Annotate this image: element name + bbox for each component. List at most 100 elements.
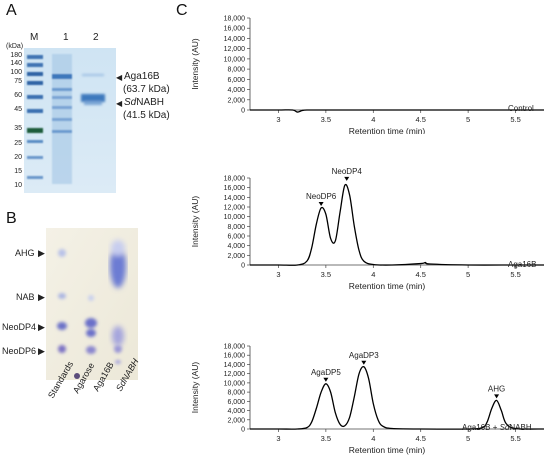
condition-label-aga16b-sdnabh: Aga16B + SdNABH <box>462 423 532 432</box>
panel-c-letter: C <box>176 2 188 19</box>
x-tick-label: 5.5 <box>510 434 520 443</box>
x-tick-label: 3 <box>276 434 280 443</box>
condition-label-control: Control <box>508 104 534 113</box>
x-tick-label: 3.5 <box>321 115 331 124</box>
peak-marker <box>344 176 350 181</box>
y-tick-label: 0 <box>241 108 245 115</box>
y-tick-label: 12,000 <box>224 46 246 53</box>
band-label-aga16b: Aga16B <box>124 71 160 82</box>
peak-label: AgaDP3 <box>349 351 379 360</box>
ladder-label: 45 <box>14 106 22 113</box>
y-tick-label: 0 <box>241 263 245 270</box>
y-tick-label: 0 <box>241 427 245 434</box>
row-label-nab: NAB <box>16 292 35 302</box>
x-tick-label: 4.5 <box>415 115 425 124</box>
ladder-label: 100 <box>10 69 22 76</box>
peak-label: AgaDP5 <box>311 368 341 377</box>
peak-marker <box>494 394 500 399</box>
band-size-aga16b: (63.7 kDa) <box>123 84 170 95</box>
y-tick-label: 14,000 <box>224 195 246 202</box>
band-label-sdnabh: SdNABH <box>124 97 165 108</box>
ladder-label: 140 <box>10 60 22 67</box>
x-tick-label: 3.5 <box>321 270 331 279</box>
band-arrow-aga16b: ◀ <box>116 73 123 82</box>
peak-marker <box>318 201 324 206</box>
ladder-label: 15 <box>14 168 22 175</box>
y-tick-label: 4,000 <box>227 408 245 415</box>
row-arrow-neodp4: ▶ <box>38 322 45 332</box>
row-label-neodp6: NeoDP6 <box>2 346 37 356</box>
y-axis-label: Intensity (AU) <box>190 38 200 90</box>
y-tick-label: 14,000 <box>224 36 246 43</box>
x-tick-label: 5.5 <box>510 115 520 124</box>
ladder-label: 35 <box>14 125 22 132</box>
y-tick-label: 16,000 <box>224 185 246 192</box>
x-tick-label: 5 <box>466 115 470 124</box>
row-label-ahg: AHG <box>15 248 35 258</box>
y-tick-label: 10,000 <box>224 56 246 63</box>
y-tick-label: 8,000 <box>227 224 245 231</box>
x-axis-label: Retention time (min) <box>349 126 426 134</box>
y-tick-label: 4,000 <box>227 87 245 94</box>
lane-label-2: 2 <box>93 32 99 43</box>
peak-label: AHG <box>488 384 505 393</box>
x-tick-label: 3 <box>276 270 280 279</box>
x-tick-label: 3 <box>276 115 280 124</box>
ladder-label: 25 <box>14 140 22 147</box>
band-size-sdnabh: (41.5 kDa) <box>123 110 170 121</box>
chromatogram-aga16b-sdnabh: 0 2,000 4,000 6,000 8,000 10,000 12,000 14,000 1… <box>190 344 545 455</box>
y-tick-label: 4,000 <box>227 243 245 250</box>
peak-marker <box>361 360 367 365</box>
y-tick-label: 14,000 <box>224 362 246 369</box>
ladder-label: 20 <box>14 154 22 161</box>
row-arrow-ahg: ▶ <box>38 248 45 258</box>
tlc-plate-image <box>46 228 138 380</box>
y-tick-label: 6,000 <box>227 234 245 241</box>
y-tick-label: 10,000 <box>224 380 246 387</box>
peak-marker <box>323 377 329 382</box>
chromatogram-trace <box>249 183 544 266</box>
x-tick-label: 4 <box>371 270 375 279</box>
x-axis-label: Retention time (min) <box>349 445 426 455</box>
x-tick-label: 4.5 <box>415 434 425 443</box>
row-label-neodp4: NeoDP4 <box>2 322 37 332</box>
x-tick-label: 4 <box>371 434 375 443</box>
sds-gel-image <box>24 48 116 193</box>
x-tick-label: 4 <box>371 115 375 124</box>
x-tick-label: 4.5 <box>415 270 425 279</box>
ladder-label: 180 <box>10 52 22 59</box>
y-tick-label: 12,000 <box>224 371 246 378</box>
x-tick-label: 5 <box>466 434 470 443</box>
y-tick-label: 8,000 <box>227 67 245 74</box>
y-tick-label: 12,000 <box>224 205 246 212</box>
y-tick-label: 2,000 <box>227 253 245 260</box>
y-tick-label: 8,000 <box>227 390 245 397</box>
lane-label-1: 1 <box>63 32 69 43</box>
y-axis-label: Intensity (AU) <box>190 196 200 248</box>
peak-label: NeoDP4 <box>332 167 363 176</box>
x-tick-label: 5.5 <box>510 270 520 279</box>
lane-label-m: M <box>30 32 39 43</box>
chromatogram-trace <box>250 365 545 430</box>
y-tick-label: 2,000 <box>227 417 245 424</box>
y-tick-label: 10,000 <box>224 214 246 221</box>
y-tick-label: 6,000 <box>227 77 245 84</box>
chromatogram-trace <box>249 109 544 113</box>
panel-b-letter: B <box>6 210 17 227</box>
chromatogram-aga16b: 0 2,000 4,000 6,000 8,000 10,000 12,000 14,000 1… <box>190 167 544 291</box>
y-tick-label: 2,000 <box>227 97 245 104</box>
x-axis-label: Retention time (min) <box>349 281 426 291</box>
kda-unit-label: (kDa) <box>6 43 24 50</box>
y-tick-label: 18,000 <box>224 176 246 183</box>
ladder-label: 60 <box>14 92 22 99</box>
panel-a-letter: A <box>6 2 17 19</box>
x-tick-label: 3.5 <box>321 434 331 443</box>
y-tick-label: 16,000 <box>224 353 246 360</box>
row-arrow-nab: ▶ <box>38 292 45 302</box>
x-tick-label: 5 <box>466 270 470 279</box>
peak-label: NeoDP6 <box>306 192 337 201</box>
y-tick-label: 6,000 <box>227 399 245 406</box>
ladder-label: 75 <box>14 78 22 85</box>
y-axis-label: Intensity (AU) <box>190 362 200 414</box>
y-tick-label: 18,000 <box>224 344 246 351</box>
